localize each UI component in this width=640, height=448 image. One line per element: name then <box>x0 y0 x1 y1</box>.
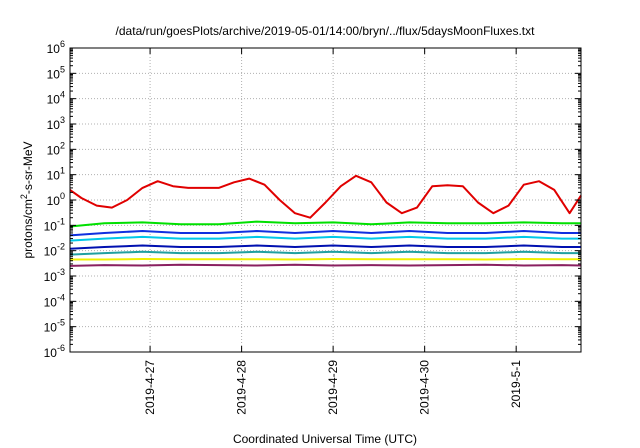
chart-title: /data/run/goesPlots/archive/2019-05-01/1… <box>116 24 536 38</box>
x-tick-label: 2019-4-29 <box>326 360 340 415</box>
y-tick-label: 103 <box>47 115 65 132</box>
y-axis-label: protons/cm2-s-sr-MeV <box>19 141 35 258</box>
x-tick-label: 2019-4-30 <box>418 360 432 415</box>
y-tick-label: 104 <box>47 90 65 107</box>
y-tick-label: 10-2 <box>44 242 65 259</box>
y-tick-label: 10-4 <box>44 292 65 309</box>
y-tick-label: 101 <box>47 166 65 183</box>
y-tick-label: 10-6 <box>44 343 65 360</box>
x-tick-label: 2019-4-27 <box>143 360 157 415</box>
series-lines <box>69 174 582 267</box>
series-line-6 <box>69 250 581 256</box>
x-tick-label: 2019-4-28 <box>235 360 249 415</box>
series-line-5 <box>69 244 581 250</box>
y-tick-label: 10-1 <box>44 216 65 233</box>
x-axis-label: Coordinated Universal Time (UTC) <box>233 432 417 446</box>
y-tick-label: 102 <box>47 140 65 157</box>
series-line-7 <box>70 258 581 261</box>
series-line-2 <box>69 220 581 228</box>
series-line-3 <box>69 230 581 237</box>
y-ticks: 10-6 10-5 10-4 10-3 10-2 10-1 100 101 102 103 104 1… <box>44 39 581 360</box>
y-tick-label: 105 <box>47 64 65 81</box>
series-line-4 <box>69 235 581 242</box>
x-ticks: 2019-4-27 2019-4-28 2019-4-29 2019-4-30 2019… <box>143 48 523 415</box>
y-tick-label: 100 <box>47 191 65 208</box>
y-tick-label: 10-3 <box>44 267 65 284</box>
x-tick-label: 2019-5-1 <box>509 360 523 408</box>
series-line-8 <box>69 263 582 267</box>
grid <box>70 48 581 352</box>
y-tick-label: 106 <box>47 39 65 56</box>
y-tick-label: 10-5 <box>44 318 65 335</box>
series-line-1 <box>69 174 582 219</box>
